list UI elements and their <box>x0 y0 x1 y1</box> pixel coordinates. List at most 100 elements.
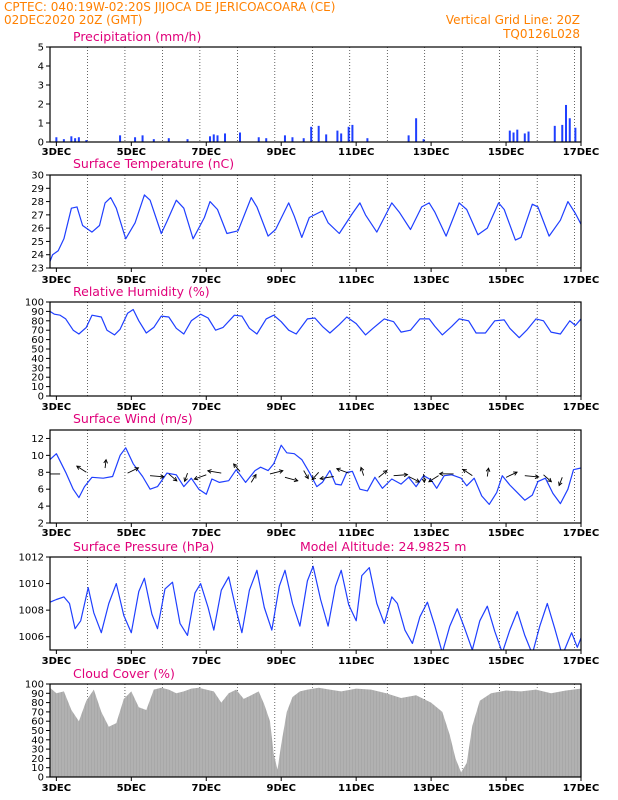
temp-xtick-label: 11DEC <box>338 275 374 286</box>
cloud-area <box>50 687 581 777</box>
temp-ytick-label: 28 <box>31 197 44 208</box>
precip-title: Precipitation (mm/h) <box>73 29 201 44</box>
temp-panel: 23 24 25 26 27 28 29 30 3DEC 5DEC 7DEC 9DEC 11DEC 13D… <box>31 156 599 286</box>
cloud-ytick-label: 10 <box>31 763 44 774</box>
wind-vector <box>486 468 489 477</box>
temp-xtick-label: 15DEC <box>488 275 524 286</box>
wind-vector <box>524 475 539 478</box>
cloud-xtick-label: 17DEC <box>563 783 599 794</box>
wind-vector <box>127 467 139 474</box>
header-line1: CPTEC: 040:19W-02:20S JIJOCA DE JERICOAC… <box>4 0 335 14</box>
temp-ytick-label: 23 <box>31 264 44 275</box>
precip-bar <box>317 125 320 142</box>
wind-vector-head <box>485 467 491 473</box>
rh-ytick-label: 70 <box>31 326 44 337</box>
pressure-series-line <box>50 565 581 650</box>
cloud-xtick-label: 5DEC <box>117 783 146 794</box>
temp-ytick-label: 26 <box>31 224 44 235</box>
precip-ytick-label: 4 <box>38 62 44 73</box>
rh-ytick-label: 80 <box>31 316 44 327</box>
rh-xtick-label: 5DEC <box>117 402 146 413</box>
rh-series-line <box>50 308 581 339</box>
precip-bar <box>55 137 58 142</box>
precip-xtick-label: 9DEC <box>266 147 295 158</box>
cloud-ytick-label: 50 <box>31 726 44 737</box>
pressure-xtick-label: 3DEC <box>42 656 71 667</box>
wind-vector <box>462 469 473 477</box>
precip-xtick-label: 3DEC <box>42 147 71 158</box>
wind-ytick-label: 10 <box>31 451 44 462</box>
rh-xtick-label: 3DEC <box>42 402 71 413</box>
cloud-ytick-label: 0 <box>38 773 44 784</box>
wind-vector-head <box>415 478 421 483</box>
precip-bar <box>574 127 577 142</box>
header-line2: 02DEC2020 20Z (GMT) <box>4 13 142 27</box>
wind-vector-head <box>183 477 188 483</box>
pressure-subtitle: Model Altitude: 24.9825 m <box>300 539 466 554</box>
temp-ytick-label: 27 <box>31 210 44 221</box>
precip-xtick-label: 17DEC <box>563 147 599 158</box>
precip-bar <box>340 133 343 142</box>
precip-bar <box>291 137 294 142</box>
wind-vector-head <box>293 477 299 483</box>
precip-bar <box>238 132 241 142</box>
temp-xtick-label: 17DEC <box>563 275 599 286</box>
wind-xtick-label: 9DEC <box>266 528 295 539</box>
precip-bar <box>565 104 568 142</box>
pressure-xtick-label: 11DEC <box>338 656 374 667</box>
pressure-xtick-label: 9DEC <box>266 656 295 667</box>
precip-bar <box>141 135 144 142</box>
pressure-xtick-label: 7DEC <box>192 656 221 667</box>
wind-frame <box>49 429 582 524</box>
wind-vector-head <box>160 474 165 479</box>
wind-vector <box>250 474 257 483</box>
rh-ytick-label: 30 <box>31 363 44 374</box>
wind-vector <box>311 471 320 480</box>
precip-bar <box>336 130 339 142</box>
precip-bar <box>85 140 88 142</box>
cloud-ytick-label: 70 <box>31 707 44 718</box>
wind-vector-head <box>558 481 563 487</box>
wind-vector-head <box>462 468 467 474</box>
rh-ytick-label: 50 <box>31 345 44 356</box>
precip-bar <box>302 138 305 142</box>
wind-vector <box>393 474 408 477</box>
precip-xtick-label: 13DEC <box>413 147 449 158</box>
cloud-xtick-label: 13DEC <box>413 783 449 794</box>
precip-bar <box>325 134 328 142</box>
precip-xtick-label: 11DEC <box>338 147 374 158</box>
temp-ytick-label: 24 <box>31 250 44 261</box>
rh-xtick-label: 13DEC <box>413 402 449 413</box>
precip-bar <box>167 138 170 142</box>
cloud-area-group <box>50 684 581 777</box>
precip-bar <box>152 139 155 142</box>
wind-vector <box>207 470 222 474</box>
pressure-ytick-label: 1010 <box>19 579 44 590</box>
temp-xtick-label: 9DEC <box>266 275 295 286</box>
precip-bar <box>407 135 410 142</box>
wind-vector <box>423 473 425 483</box>
temp-ytick-label: 25 <box>31 237 44 248</box>
cloud-xtick-label: 7DEC <box>192 783 221 794</box>
rh-ytick-label: 40 <box>31 354 44 365</box>
precip-bar <box>265 138 268 142</box>
precip-ytick-label: 0 <box>38 138 44 149</box>
precip-frame <box>49 46 582 143</box>
rh-line-group <box>50 308 581 339</box>
precip-xtick-label: 7DEC <box>192 147 221 158</box>
wind-vector-head <box>233 463 238 468</box>
wind-vector <box>320 476 334 480</box>
wind-vector <box>184 472 188 482</box>
precip-bar <box>134 137 137 142</box>
wind-vector-head <box>335 467 341 472</box>
precip-bar <box>561 124 564 142</box>
wind-vector-head <box>304 474 309 480</box>
rh-frame <box>49 301 582 397</box>
precip-ytick-label: 3 <box>38 81 44 92</box>
precip-bar <box>119 135 122 142</box>
temp-title: Surface Temperature (nC) <box>73 156 234 171</box>
wind-vector <box>269 470 283 475</box>
precip-bar <box>516 129 519 142</box>
wind-vector <box>428 475 439 483</box>
